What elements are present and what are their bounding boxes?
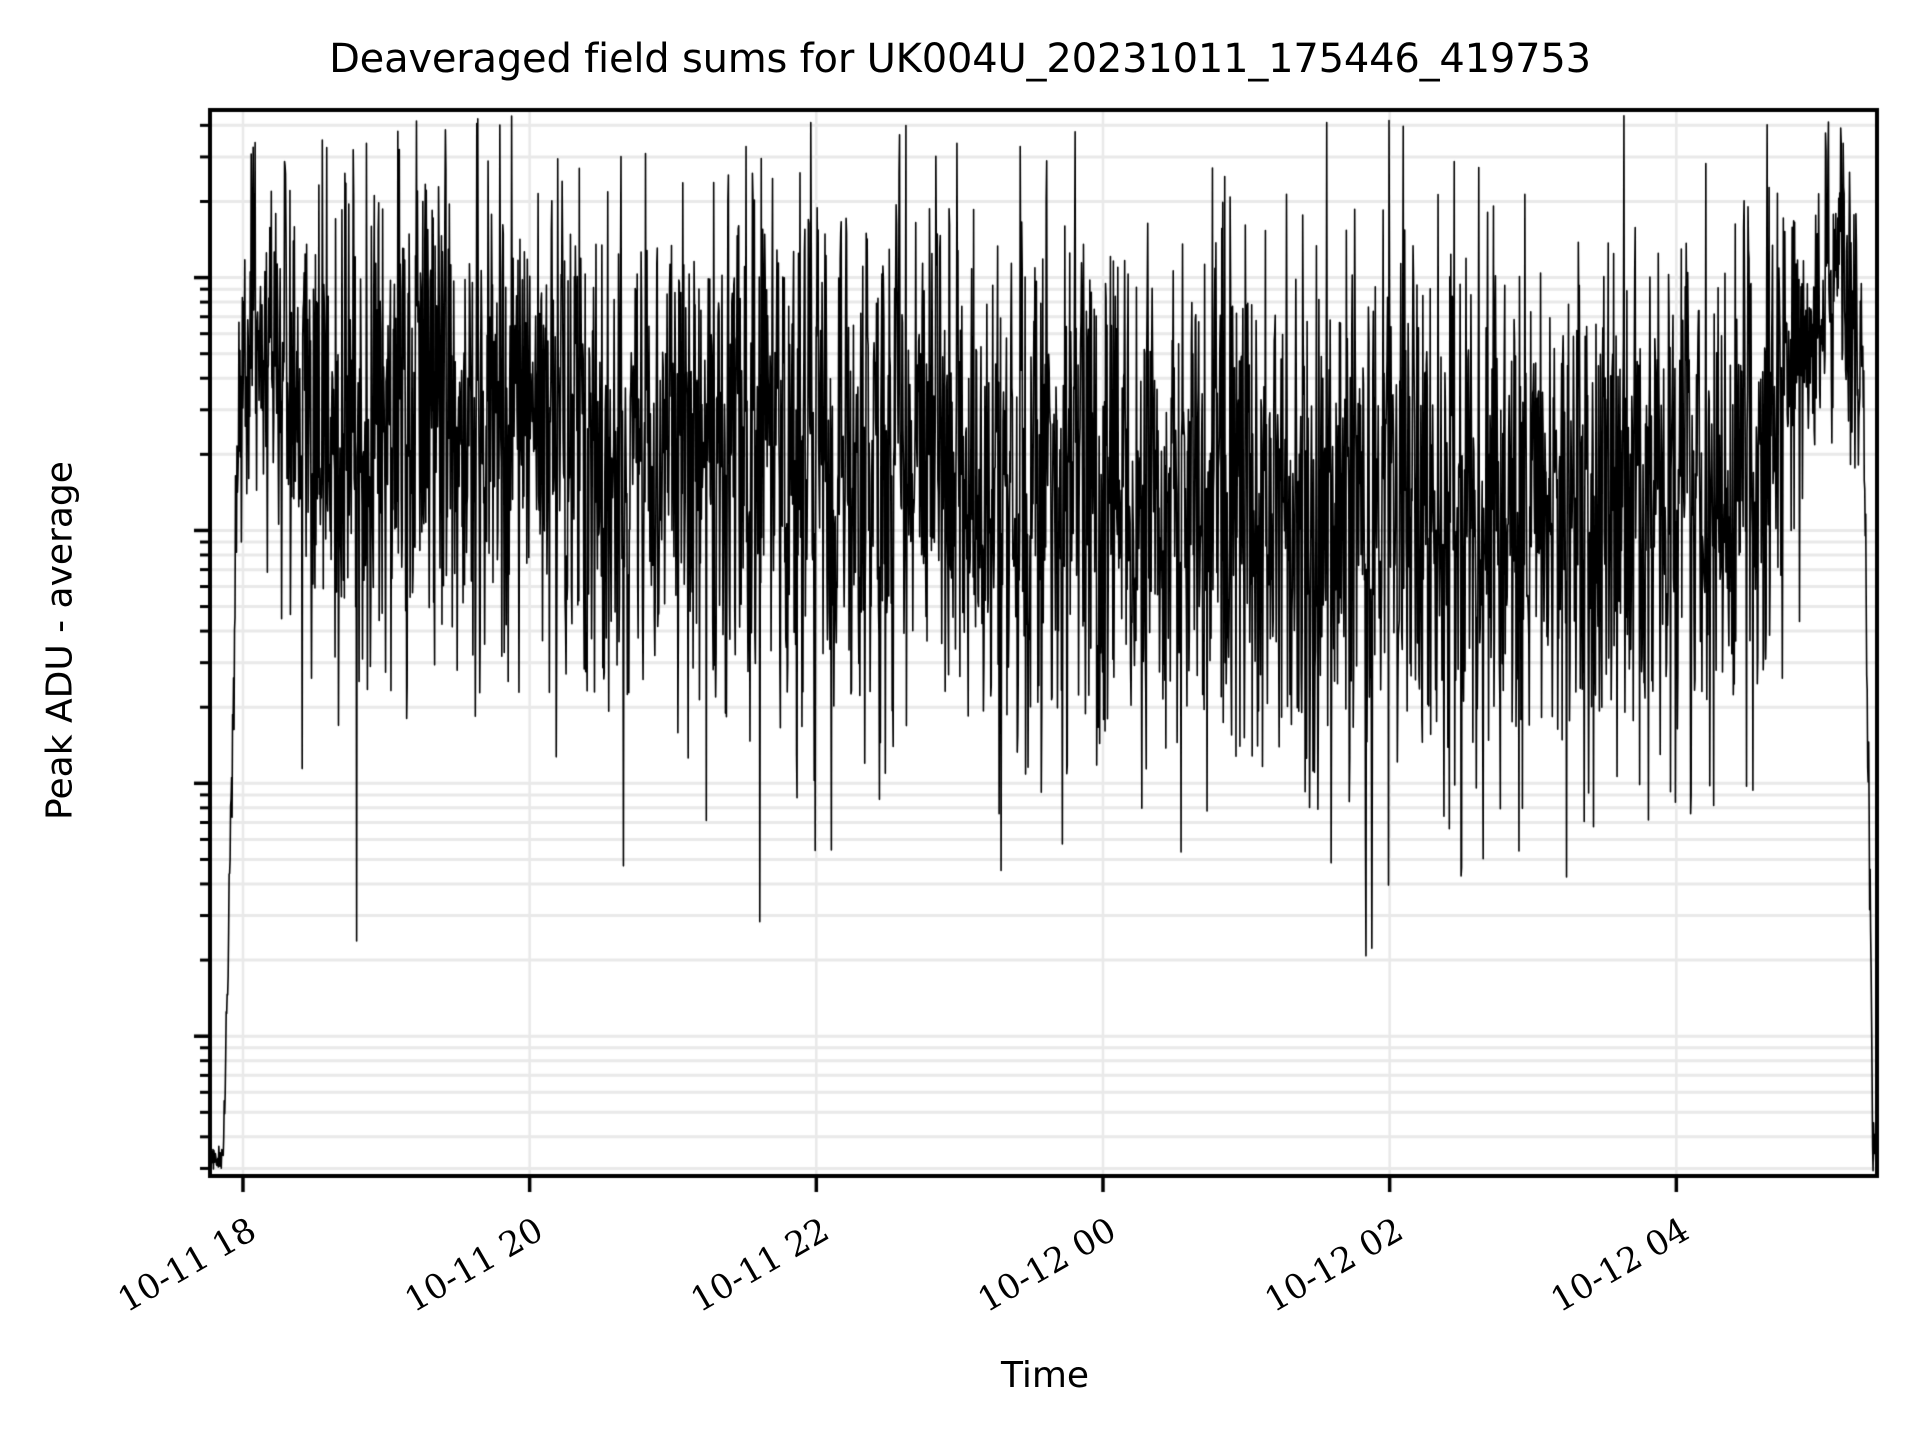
x-tick-label: 10-11 20 <box>397 1210 550 1321</box>
x-tick-label: 10-11 18 <box>111 1210 263 1321</box>
chart-title: Deaveraged field sums for UK004U_2023101… <box>329 36 1591 82</box>
x-tick-label: 10-12 04 <box>1544 1210 1697 1321</box>
x-tick-label: 10-12 02 <box>1257 1210 1410 1321</box>
x-tick-label: 10-12 00 <box>971 1210 1123 1321</box>
x-tick-label: 10-11 22 <box>684 1210 837 1321</box>
x-axis-label: Time <box>1000 1355 1090 1396</box>
